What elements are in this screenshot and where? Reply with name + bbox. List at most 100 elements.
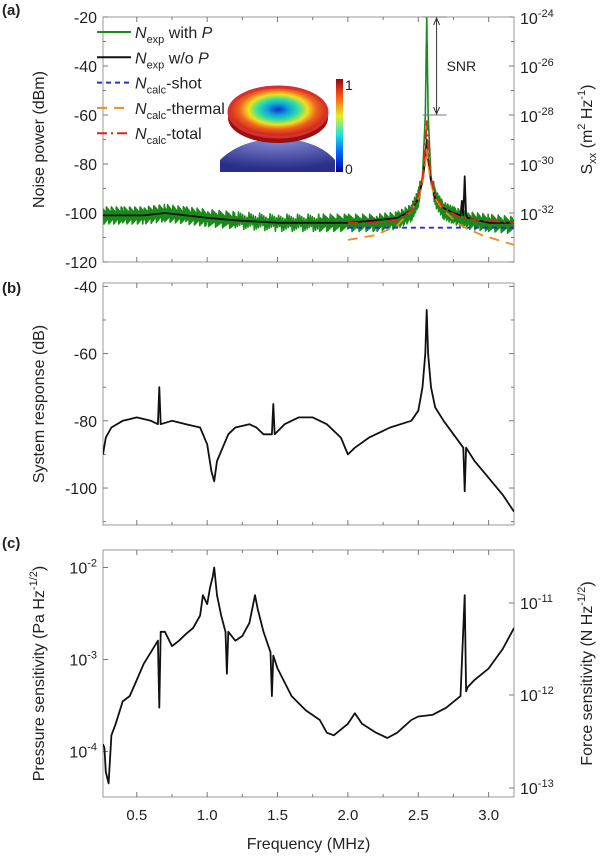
- y2-tick-label: 10-11: [520, 593, 553, 613]
- y-tick-label: -60: [74, 108, 97, 125]
- title-part: S: [579, 164, 596, 175]
- snr-label: SNR: [447, 58, 477, 74]
- title-part: ): [31, 566, 48, 571]
- legend-item: Nexp w/o P: [97, 50, 209, 71]
- y2-axis-title: Sxx (m2 Hz-1): [576, 84, 599, 174]
- tick-exponent: -24: [538, 8, 554, 20]
- tick-base: 10: [520, 688, 538, 705]
- y2-tick-label: 10-26: [520, 57, 554, 77]
- y2-tick-label: 10-28: [520, 106, 554, 126]
- legend-item: Ncalc-thermal: [97, 101, 225, 122]
- y-axis-title: System response (dB): [31, 325, 48, 483]
- tick-base: 10: [520, 60, 538, 77]
- y-tick-label: 10-4: [69, 741, 97, 761]
- snr-annotation: SNR: [422, 16, 477, 116]
- label-sub: calc: [147, 85, 167, 97]
- label-sub: calc: [147, 135, 167, 147]
- panel-label: (b): [2, 280, 21, 297]
- inset-disk-top: [229, 87, 327, 137]
- label-rest: with: [164, 25, 201, 42]
- label-sub: calc: [147, 110, 167, 122]
- y-tick-label: -100: [65, 206, 97, 223]
- panel-label: (c): [2, 535, 20, 552]
- title-part: ): [579, 84, 596, 89]
- y2-tick-label: 10-30: [520, 155, 554, 175]
- plot-frame: [102, 282, 515, 526]
- y-tick-label: -80: [74, 157, 97, 174]
- y-tick-label: 10-2: [69, 558, 97, 578]
- label-rest: -thermal: [166, 101, 225, 118]
- tick-exponent: -4: [87, 741, 97, 753]
- y2-tick-label: 10-32: [520, 204, 554, 224]
- colorbar-min-label: 0: [345, 161, 353, 177]
- legend-label: Nexp w/o P: [135, 50, 209, 71]
- label-sub: exp: [147, 59, 165, 71]
- legend-item: Nexp with P: [97, 25, 213, 46]
- label-sub: exp: [147, 34, 165, 46]
- tick-exponent: -2: [87, 558, 97, 570]
- series-line-system-response: [103, 308, 514, 513]
- y-axis-title: Pressure sensitivity (Pa Hz-1/2): [28, 566, 48, 781]
- y-tick-label: -100: [65, 481, 97, 498]
- y-tick-label: -40: [74, 59, 97, 76]
- tick-exponent: -3: [87, 649, 97, 661]
- title-part: Pressure sensitivity (Pa Hz: [31, 590, 48, 781]
- y-axis-title: Noise power (dBm): [31, 71, 48, 208]
- label-main: N: [135, 50, 147, 67]
- tick-base: 10: [69, 744, 87, 761]
- x-tick-label: 1.0: [197, 807, 218, 824]
- y-tick-label: -120: [65, 255, 97, 272]
- tick-exponent: -26: [538, 57, 554, 69]
- tick-exponent: -32: [538, 204, 554, 216]
- title-part: Hz: [579, 100, 596, 124]
- tick-base: 10: [520, 781, 538, 798]
- snr-arrow-head-down: [433, 106, 441, 116]
- y-tick-label: -80: [74, 414, 97, 431]
- series-line-pressure-sensitivity: [103, 566, 514, 785]
- x-tick-label: 2.5: [408, 807, 429, 824]
- title-part: ): [579, 581, 596, 586]
- y2-tick-label: 10-24: [520, 8, 554, 28]
- inset-substrate: [220, 138, 335, 172]
- tick-exponent: -11: [538, 593, 553, 605]
- tick-exponent: -28: [538, 106, 554, 118]
- label-rest: -total: [166, 126, 202, 143]
- y-tick-label: -60: [74, 347, 97, 364]
- tick-base: 10: [520, 158, 538, 175]
- label-rest: w/o: [164, 50, 198, 67]
- title-part: (m: [579, 130, 596, 153]
- title-part: Force sensitivity (N Hz: [579, 606, 596, 766]
- x-tick-label: 1.5: [267, 807, 288, 824]
- colorbar-max-label: 1: [345, 77, 353, 93]
- label-tail: P: [198, 50, 209, 67]
- tick-base: 10: [69, 652, 87, 669]
- x-tick-label: 3.0: [478, 807, 499, 824]
- panel-label: (a): [2, 2, 20, 19]
- series-line-n-calc-thermal: [347, 148, 514, 246]
- label-main: N: [135, 126, 147, 143]
- series-line-n-calc-total: [347, 119, 514, 224]
- label-main: N: [135, 25, 147, 42]
- legend-label: Ncalc-thermal: [135, 101, 225, 122]
- label-main: N: [135, 76, 147, 93]
- label-main: N: [135, 101, 147, 118]
- title-sub: xx: [587, 152, 599, 164]
- x-tick-label: 2.0: [337, 807, 358, 824]
- y2-tick-label: 10-13: [520, 778, 554, 798]
- title-sup: -1: [576, 90, 588, 100]
- x-tick-label: 0.5: [126, 807, 147, 824]
- tick-base: 10: [520, 207, 538, 224]
- title-sup: -1/2: [576, 587, 588, 606]
- y2-tick-label: 10-12: [520, 685, 554, 705]
- y-tick-label: -40: [74, 279, 97, 296]
- tick-exponent: -30: [538, 155, 554, 167]
- title-sup: 2: [576, 124, 588, 130]
- snr-arrow-head-up: [433, 16, 441, 26]
- legend-label: Nexp with P: [135, 25, 213, 46]
- inset-colorbar: [336, 79, 343, 172]
- label-rest: -shot: [166, 76, 202, 93]
